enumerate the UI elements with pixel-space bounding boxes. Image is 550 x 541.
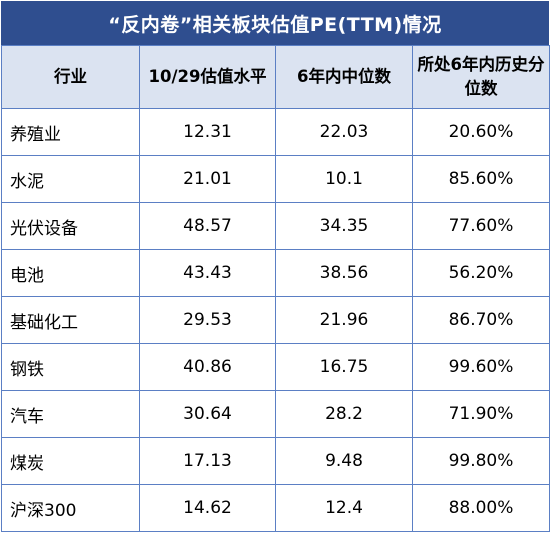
cell-median: 21.96	[275, 296, 413, 344]
cell-median: 34.35	[275, 202, 413, 250]
cell-percentile: 99.80%	[412, 437, 550, 485]
cell-median: 38.56	[275, 249, 413, 297]
table-row: 养殖业 12.31 22.03 20.60%	[1, 108, 550, 156]
cell-industry: 电池	[1, 249, 140, 297]
table-row: 汽车 30.64 28.2 71.90%	[1, 390, 550, 438]
cell-industry: 钢铁	[1, 343, 140, 391]
header-row: 行业 10/29估值水平 6年内中位数 所处6年内历史分位数	[1, 45, 550, 109]
cell-median: 10.1	[275, 155, 413, 203]
cell-percentile: 99.60%	[412, 343, 550, 391]
header-percentile: 所处6年内历史分位数	[412, 45, 550, 109]
cell-median: 16.75	[275, 343, 413, 391]
table-row: 沪深300 14.62 12.4 88.00%	[1, 484, 550, 532]
table-row: 光伏设备 48.57 34.35 77.60%	[1, 202, 550, 250]
cell-percentile: 77.60%	[412, 202, 550, 250]
cell-valuation: 17.13	[139, 437, 276, 485]
cell-percentile: 85.60%	[412, 155, 550, 203]
cell-median: 12.4	[275, 484, 413, 532]
cell-industry: 养殖业	[1, 108, 140, 156]
header-valuation: 10/29估值水平	[139, 45, 276, 109]
cell-percentile: 56.20%	[412, 249, 550, 297]
table-row: 电池 43.43 38.56 56.20%	[1, 249, 550, 297]
cell-valuation: 12.31	[139, 108, 276, 156]
cell-valuation: 48.57	[139, 202, 276, 250]
cell-percentile: 71.90%	[412, 390, 550, 438]
cell-percentile: 88.00%	[412, 484, 550, 532]
cell-industry: 汽车	[1, 390, 140, 438]
cell-valuation: 29.53	[139, 296, 276, 344]
cell-industry: 光伏设备	[1, 202, 140, 250]
cell-valuation: 21.01	[139, 155, 276, 203]
cell-percentile: 20.60%	[412, 108, 550, 156]
cell-valuation: 30.64	[139, 390, 276, 438]
table-row: 基础化工 29.53 21.96 86.70%	[1, 296, 550, 344]
header-median: 6年内中位数	[275, 45, 413, 109]
cell-industry: 沪深300	[1, 484, 140, 532]
table-row: 煤炭 17.13 9.48 99.80%	[1, 437, 550, 485]
table-row: 水泥 21.01 10.1 85.60%	[1, 155, 550, 203]
pe-table: 行业 10/29估值水平 6年内中位数 所处6年内历史分位数 养殖业 12.31…	[1, 45, 550, 532]
cell-valuation: 43.43	[139, 249, 276, 297]
cell-industry: 水泥	[1, 155, 140, 203]
cell-median: 28.2	[275, 390, 413, 438]
table-row: 钢铁 40.86 16.75 99.60%	[1, 343, 550, 391]
header-industry: 行业	[1, 45, 140, 109]
cell-industry: 基础化工	[1, 296, 140, 344]
cell-valuation: 14.62	[139, 484, 276, 532]
cell-industry: 煤炭	[1, 437, 140, 485]
cell-median: 9.48	[275, 437, 413, 485]
cell-median: 22.03	[275, 108, 413, 156]
table-title: “反内卷”相关板块估值PE(TTM)情况	[1, 1, 549, 45]
cell-percentile: 86.70%	[412, 296, 550, 344]
cell-valuation: 40.86	[139, 343, 276, 391]
